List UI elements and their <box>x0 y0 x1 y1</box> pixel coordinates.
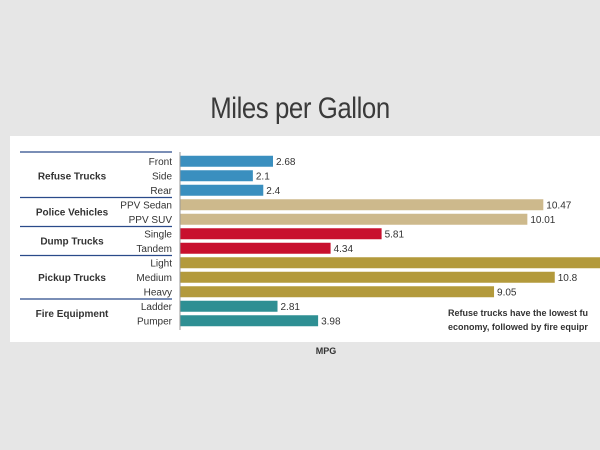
chart-panel: Front 2.68 Side 2.1 Rear 2.4 PPV Sedan 10.47 PPV… <box>10 136 600 342</box>
data-label: 2.4 <box>266 186 280 197</box>
category-label: Pumper <box>137 316 173 327</box>
annotation-line-2: economy, followed by fire equipr <box>448 322 588 332</box>
group-label: Fire Equipment <box>36 309 109 320</box>
bar-pumper <box>180 315 319 327</box>
category-label: Medium <box>136 273 172 284</box>
data-label: 10.01 <box>530 215 555 226</box>
bar-ppv-suv <box>180 213 528 225</box>
bar-light <box>180 257 600 269</box>
data-label: 2.81 <box>281 302 301 313</box>
group-label: Dump Trucks <box>40 237 104 248</box>
chart-annotation: Refuse trucks have the lowest fu economy… <box>448 306 600 334</box>
category-label: Ladder <box>141 302 173 313</box>
category-label: Light <box>150 258 172 269</box>
data-label: 5.81 <box>385 229 405 240</box>
annotation-line-1: Refuse trucks have the lowest fu <box>448 308 589 318</box>
chart-svg: Front 2.68 Side 2.1 Rear 2.4 PPV Sedan 10.47 PPV… <box>20 151 600 330</box>
bar-heavy <box>180 286 495 298</box>
data-label: 10.47 <box>546 200 571 211</box>
chart-title: Miles per Gallon <box>210 92 390 125</box>
data-label: 10.8 <box>558 273 578 284</box>
group-label: Police Vehicles <box>36 208 109 219</box>
category-label: PPV Sedan <box>120 200 172 211</box>
group-label: Refuse Trucks <box>38 171 107 182</box>
data-label: 2.1 <box>256 171 270 182</box>
data-label: 9.05 <box>497 287 517 298</box>
bar-rear <box>180 184 264 196</box>
bar-tandem <box>180 242 331 254</box>
bar-front <box>180 155 273 167</box>
category-label: Heavy <box>144 287 172 298</box>
data-label: 4.34 <box>334 244 354 255</box>
category-label: Single <box>144 229 172 240</box>
data-label: 2.68 <box>276 157 296 168</box>
bar-ladder <box>180 300 278 312</box>
bar-medium <box>180 271 555 283</box>
category-label: Front <box>149 157 173 168</box>
bar-side <box>180 170 253 182</box>
x-axis-label: MPG <box>315 346 337 356</box>
category-label: Tandem <box>136 244 172 255</box>
group-label: Pickup Trucks <box>38 273 106 284</box>
bar-single <box>180 228 382 240</box>
category-label: Rear <box>150 186 172 197</box>
category-label: Side <box>152 171 172 182</box>
bar-ppv-sedan <box>180 199 544 211</box>
category-label: PPV SUV <box>129 215 173 226</box>
data-label: 3.98 <box>321 316 341 327</box>
